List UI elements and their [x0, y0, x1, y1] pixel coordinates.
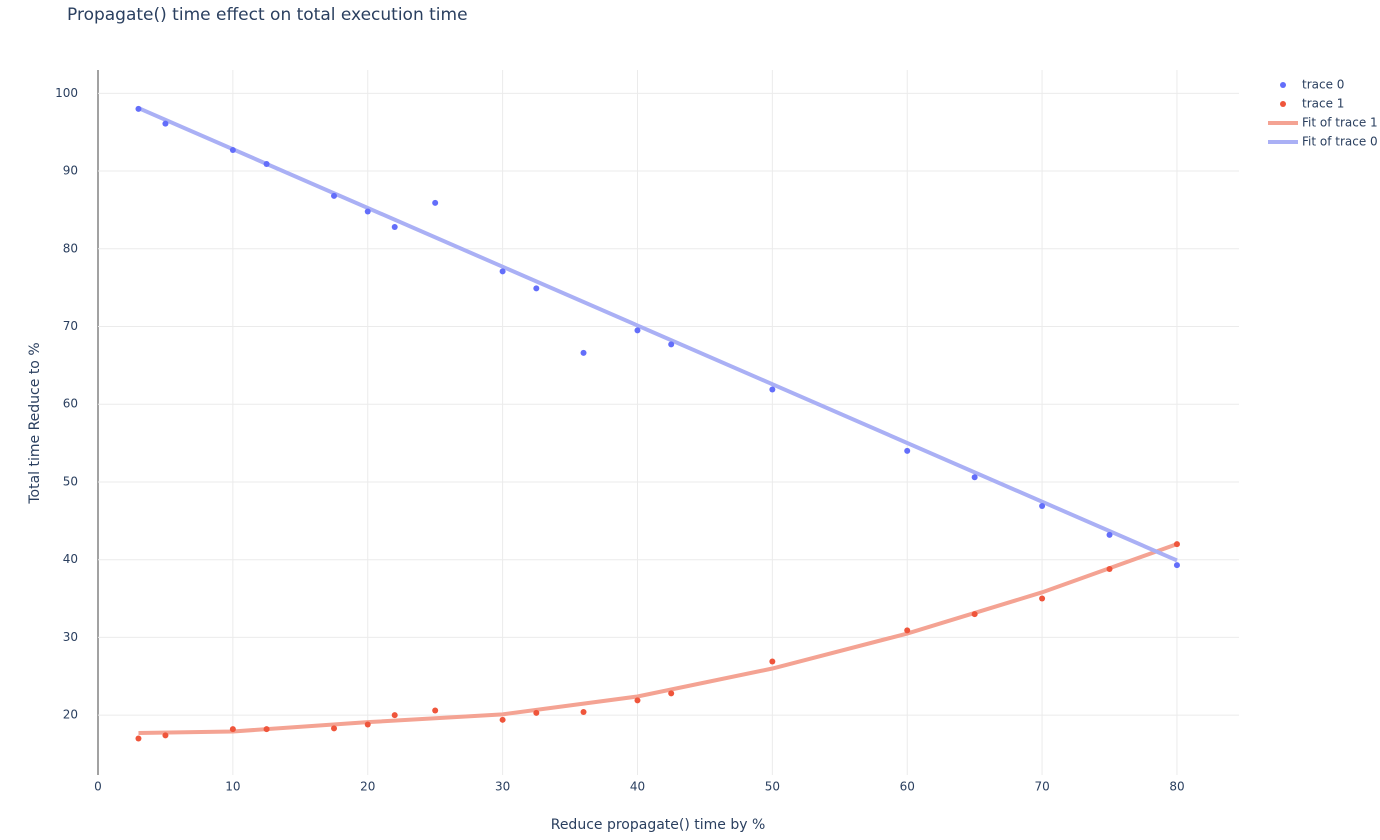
point	[162, 120, 169, 127]
point	[162, 732, 169, 739]
x-tick-label: 60	[900, 780, 915, 794]
x-tick-label: 10	[225, 780, 240, 794]
x-tick-label: 0	[94, 780, 102, 794]
y-axis-title: Total time Reduce to %	[27, 342, 43, 504]
chart-title: Propagate() time effect on total executi…	[67, 5, 468, 25]
point	[263, 161, 270, 168]
x-tick-label: 70	[1034, 780, 1049, 794]
legend-swatch	[1280, 82, 1286, 88]
point	[229, 147, 236, 154]
y-tick-label: 60	[63, 397, 78, 411]
x-tick-label: 40	[630, 780, 645, 794]
point	[668, 690, 675, 697]
x-tick-label: 20	[360, 780, 375, 794]
point	[904, 447, 911, 454]
y-tick-label: 70	[63, 319, 78, 333]
y-tick-label: 90	[63, 164, 78, 178]
point	[391, 224, 398, 231]
point	[1106, 531, 1113, 538]
point	[364, 208, 371, 215]
point	[391, 712, 398, 719]
point	[263, 726, 270, 733]
point	[135, 105, 142, 112]
point	[580, 709, 587, 716]
x-tick-label: 30	[495, 780, 510, 794]
point	[229, 726, 236, 733]
point	[1039, 503, 1046, 510]
point	[533, 285, 540, 292]
y-tick-label: 40	[63, 552, 78, 566]
y-tick-label: 80	[63, 241, 78, 255]
point	[769, 386, 776, 393]
point	[1039, 595, 1046, 602]
point	[1173, 562, 1180, 569]
legend-swatch	[1280, 101, 1286, 107]
point	[432, 707, 439, 714]
point	[769, 658, 776, 665]
x-tick-label: 50	[765, 780, 780, 794]
legend-label[interactable]: Fit of trace 0	[1302, 135, 1378, 149]
x-axis-title: Reduce propagate() time by %	[551, 817, 766, 833]
point	[533, 709, 540, 716]
point	[1106, 566, 1113, 573]
point	[331, 725, 338, 732]
fit-line	[138, 542, 1178, 736]
y-tick-label: 30	[63, 630, 78, 644]
point	[135, 735, 142, 742]
y-tick-label: 20	[63, 708, 78, 722]
y-tick-label: 100	[55, 86, 78, 100]
point	[634, 327, 641, 334]
point	[1173, 541, 1180, 548]
point	[580, 349, 587, 356]
legend-label[interactable]: trace 1	[1302, 97, 1344, 111]
x-tick-label: 80	[1169, 780, 1184, 794]
point	[499, 716, 506, 723]
point	[904, 627, 911, 634]
point	[331, 192, 338, 199]
y-tick-label: 50	[63, 474, 78, 488]
point	[432, 199, 439, 206]
legend-label[interactable]: Fit of trace 1	[1302, 116, 1378, 130]
point	[499, 268, 506, 275]
point	[668, 341, 675, 348]
point	[971, 611, 978, 618]
point	[634, 697, 641, 704]
fit-line	[137, 106, 1178, 563]
point	[971, 474, 978, 481]
point	[364, 721, 371, 728]
legend-label[interactable]: trace 0	[1302, 78, 1344, 92]
